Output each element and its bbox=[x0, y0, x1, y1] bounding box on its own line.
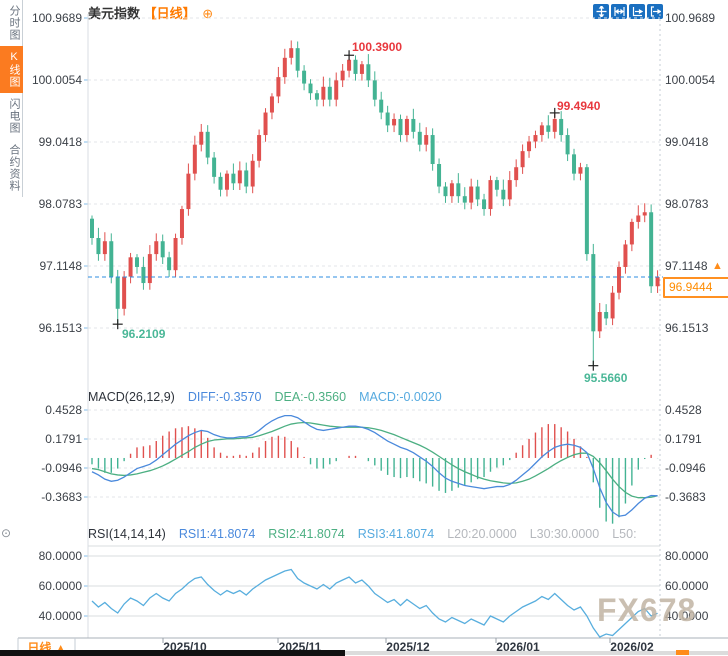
rsi2-value: RSI2:41.8074 bbox=[268, 527, 345, 541]
macd-diff-value: DIFF:-0.3570 bbox=[187, 390, 262, 404]
rsi-title: RSI(14,14,14) bbox=[88, 527, 166, 541]
chart-title: 美元指数 【日线】 ⊕ bbox=[88, 3, 213, 22]
macd-axis-label: 0.4528 bbox=[665, 403, 702, 417]
rsi-axis-label: 40.0000 bbox=[38, 609, 82, 623]
macd-axis-label: 0.1791 bbox=[45, 432, 82, 446]
price-axis-label: 99.0418 bbox=[38, 135, 82, 149]
rsi3-value: RSI3:41.8074 bbox=[357, 527, 435, 541]
month-label: 2026/01 bbox=[496, 640, 540, 654]
indicator-settings-icon[interactable]: ⊙ bbox=[1, 526, 12, 540]
month-label: 2025/12 bbox=[386, 640, 430, 654]
fit-width-icon[interactable] bbox=[611, 4, 627, 19]
price-up-arrow-icon: ▲ bbox=[712, 260, 723, 272]
macd-axis-label: -0.0946 bbox=[41, 461, 82, 475]
sidebar-tab-contract-info[interactable]: 合约资料 bbox=[0, 139, 23, 197]
price-axis-label: 100.9689 bbox=[665, 11, 716, 25]
pan-right-icon[interactable] bbox=[647, 4, 663, 19]
rsi-header: RSI(14,14,14) RSI1:41.8074 RSI2:41.8074 … bbox=[88, 527, 637, 541]
sidebar-tab-kline-chart[interactable]: K线图 bbox=[0, 46, 23, 93]
bottom-scrollbar-track[interactable] bbox=[345, 651, 728, 655]
macd-title: MACD(26,12,9) bbox=[88, 390, 175, 404]
macd-axis-label: -0.3683 bbox=[41, 490, 82, 504]
annotation-high2: 99.4940 bbox=[557, 99, 601, 113]
sidebar: 分时图 K线图 闪电图 合约资料 bbox=[0, 0, 23, 197]
price-axis-label: 99.0418 bbox=[665, 135, 709, 149]
price-axis-label: 97.1148 bbox=[665, 259, 708, 273]
chart-toolbar bbox=[593, 4, 663, 19]
month-label: 2026/02 bbox=[610, 640, 654, 654]
macd-axis-label: 0.1791 bbox=[665, 432, 702, 446]
price-axis-label: 98.0783 bbox=[665, 197, 709, 211]
macd-axis-label: -0.0946 bbox=[665, 461, 706, 475]
price-axis-label: 96.1513 bbox=[38, 321, 82, 335]
fx678-watermark: FX678 bbox=[597, 592, 697, 628]
rsi-axis-label: 60.0000 bbox=[38, 579, 82, 593]
rsi1-value: RSI1:41.8074 bbox=[178, 527, 256, 541]
auto-scale-icon[interactable] bbox=[629, 4, 645, 19]
price-axis-label: 98.0783 bbox=[38, 197, 82, 211]
macd-axis-label: -0.3683 bbox=[665, 490, 706, 504]
add-indicator-icon[interactable]: ⊕ bbox=[202, 6, 214, 21]
instrument-name: 美元指数 bbox=[88, 6, 141, 21]
macd-macd-value: MACD:-0.0020 bbox=[359, 390, 442, 404]
rsi-axis-label: 40.0000 bbox=[665, 609, 709, 623]
price-axis-label: 100.9689 bbox=[31, 11, 82, 25]
sidebar-tab-time-chart[interactable]: 分时图 bbox=[0, 0, 23, 46]
annotation-low2: 95.5660 bbox=[584, 371, 628, 385]
price-axis-label: 100.0054 bbox=[31, 73, 82, 87]
macd-header: MACD(26,12,9) DIFF:-0.3570 DEA:-0.3560 M… bbox=[88, 390, 442, 404]
price-axis-label: 96.1513 bbox=[665, 321, 709, 335]
annotation-high: 100.3900 bbox=[352, 40, 403, 54]
rsi-axis-label: 80.0000 bbox=[665, 549, 709, 563]
macd-axis-label: 0.4528 bbox=[45, 403, 82, 417]
bottom-scrollbar-filled[interactable] bbox=[0, 650, 345, 656]
price-axis-label: 97.1148 bbox=[39, 259, 83, 273]
period-tag: 【日线】 bbox=[143, 6, 196, 21]
rsi-axis-label: 60.0000 bbox=[665, 579, 709, 593]
current-price-badge: 96.9444 bbox=[663, 277, 728, 298]
macd-dea-value: DEA:-0.3560 bbox=[274, 390, 347, 404]
price-axis-label: 100.0054 bbox=[665, 73, 716, 87]
crosshair-icon[interactable] bbox=[593, 4, 609, 19]
sidebar-tab-lightning-chart[interactable]: 闪电图 bbox=[0, 93, 23, 139]
bottom-scrollbar-handle[interactable] bbox=[676, 650, 689, 655]
rsi-l20-value: L20:20.0000 bbox=[447, 527, 517, 541]
rsi-l30-value: L30:30.0000 bbox=[529, 527, 600, 541]
rsi-axis-label: 80.0000 bbox=[38, 549, 82, 563]
rsi-l50-value: L50: bbox=[612, 527, 637, 541]
annotation-low: 96.2109 bbox=[122, 327, 166, 341]
